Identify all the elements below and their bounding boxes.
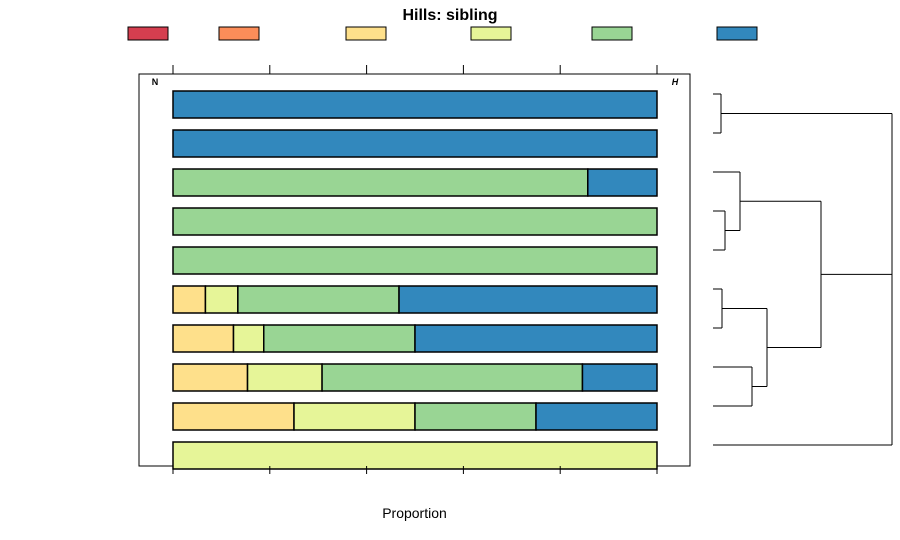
- bar-segment-head-slope: [172, 324, 235, 353]
- bar-segment-base-slope: [172, 129, 658, 158]
- dendrogram-link-slope-group: [722, 308, 768, 387]
- bar-segment-side-slope: [321, 363, 584, 392]
- n-column-header: N: [152, 77, 159, 87]
- dendrogram-link-main-group: [740, 200, 822, 348]
- row-teapo: [172, 207, 658, 236]
- bar-segment-base-slope: [535, 402, 658, 431]
- bar-segment-nose-slope: [172, 441, 658, 470]
- legend-item-side-slope: [591, 26, 633, 41]
- row-preatorson: [172, 441, 658, 470]
- legend-item-head-slope: [345, 26, 387, 41]
- legend-swatch: [591, 26, 633, 41]
- top-axis-ticks: [172, 65, 658, 74]
- bar-segment-nose-slope: [204, 285, 239, 314]
- legend: [127, 26, 758, 41]
- bar-segment-base-slope: [172, 90, 658, 119]
- legend-item-crest: [218, 26, 260, 41]
- bar-segment-head-slope: [172, 285, 207, 314]
- bar-segment-side-slope: [263, 324, 416, 353]
- legend-swatch: [470, 26, 512, 41]
- bar-segment-nose-slope: [246, 363, 323, 392]
- h-column-header: H: [672, 77, 679, 87]
- dendrogram-link-wallson-youngston: [713, 288, 723, 329]
- row-wallson: [172, 285, 658, 314]
- legend-item-base-slope: [716, 26, 758, 41]
- legend-swatch: [127, 26, 169, 41]
- bar-segment-side-slope: [237, 285, 400, 314]
- bar-segment-nose-slope: [293, 402, 416, 431]
- bar-segment-base-slope: [587, 168, 658, 197]
- bar-segment-side-slope: [172, 168, 589, 197]
- row-uffens: [172, 168, 658, 197]
- legend-item-interfluve: [127, 26, 169, 41]
- row-tipperary: [172, 363, 658, 392]
- dendrogram-link-tipperary-willwood: [713, 366, 753, 407]
- dendrogram-link-uffens-group: [713, 171, 741, 231]
- row-ravola: [172, 90, 658, 119]
- dendrogram-link-ravola-frisite: [713, 93, 722, 134]
- bar-segment-base-slope: [581, 363, 658, 392]
- bar-rows: [172, 90, 658, 470]
- row-frisite: [172, 129, 658, 158]
- dendrogram-link-root: [713, 193, 893, 446]
- legend-swatch: [345, 26, 387, 41]
- bar-segment-head-slope: [172, 363, 249, 392]
- row-lostwells: [172, 246, 658, 275]
- bar-segment-base-slope: [398, 285, 658, 314]
- bar-segment-head-slope: [172, 402, 295, 431]
- dendrogram: [713, 93, 893, 446]
- legend-item-nose-slope: [470, 26, 512, 41]
- dendrogram-link-upper-group: [721, 113, 893, 275]
- dendrogram-link-teapo-lostwells: [713, 210, 726, 251]
- row-youngston: [172, 324, 658, 353]
- bar-segment-base-slope: [414, 324, 658, 353]
- bar-segment-side-slope: [172, 207, 658, 236]
- legend-swatch: [716, 26, 758, 41]
- bar-segment-side-slope: [172, 246, 658, 275]
- x-axis-label: Proportion: [382, 505, 447, 521]
- bar-segment-nose-slope: [232, 324, 265, 353]
- bar-segment-side-slope: [414, 402, 537, 431]
- x-axis: [172, 466, 658, 474]
- row-willwood: [172, 402, 658, 431]
- legend-swatch: [218, 26, 260, 41]
- chart-title: Hills: sibling: [402, 7, 497, 24]
